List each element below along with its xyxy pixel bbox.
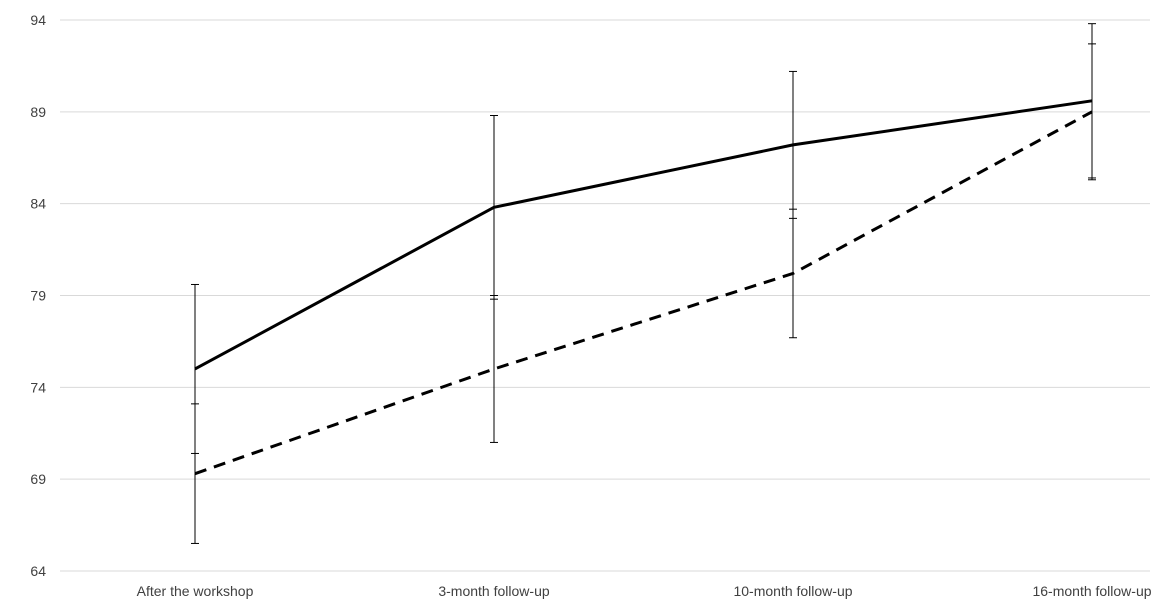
gridlines [60,19,1150,572]
series-line-solid [194,99,1093,371]
y-tick-label: 94 [30,12,46,28]
y-tick-label: 69 [30,471,46,487]
y-tick-label: 79 [30,288,46,304]
x-axis: After the workshop 3-month follow-up 10-mo… [137,583,1152,599]
y-tick-label: 64 [30,563,46,579]
y-tick-label: 89 [30,104,46,120]
y-axis: 64 69 74 79 84 89 94 [30,12,46,579]
error-bars [191,23,1096,544]
y-tick-label: 74 [30,379,46,395]
x-tick-label: 10-month follow-up [733,583,852,599]
x-tick-label: 3-month follow-up [438,583,549,599]
series-line-dashed [194,110,1093,476]
x-tick-label: 16-month follow-up [1032,583,1151,599]
x-tick-label: After the workshop [137,583,254,599]
y-tick-label: 84 [30,196,46,212]
series-lines [194,99,1093,476]
